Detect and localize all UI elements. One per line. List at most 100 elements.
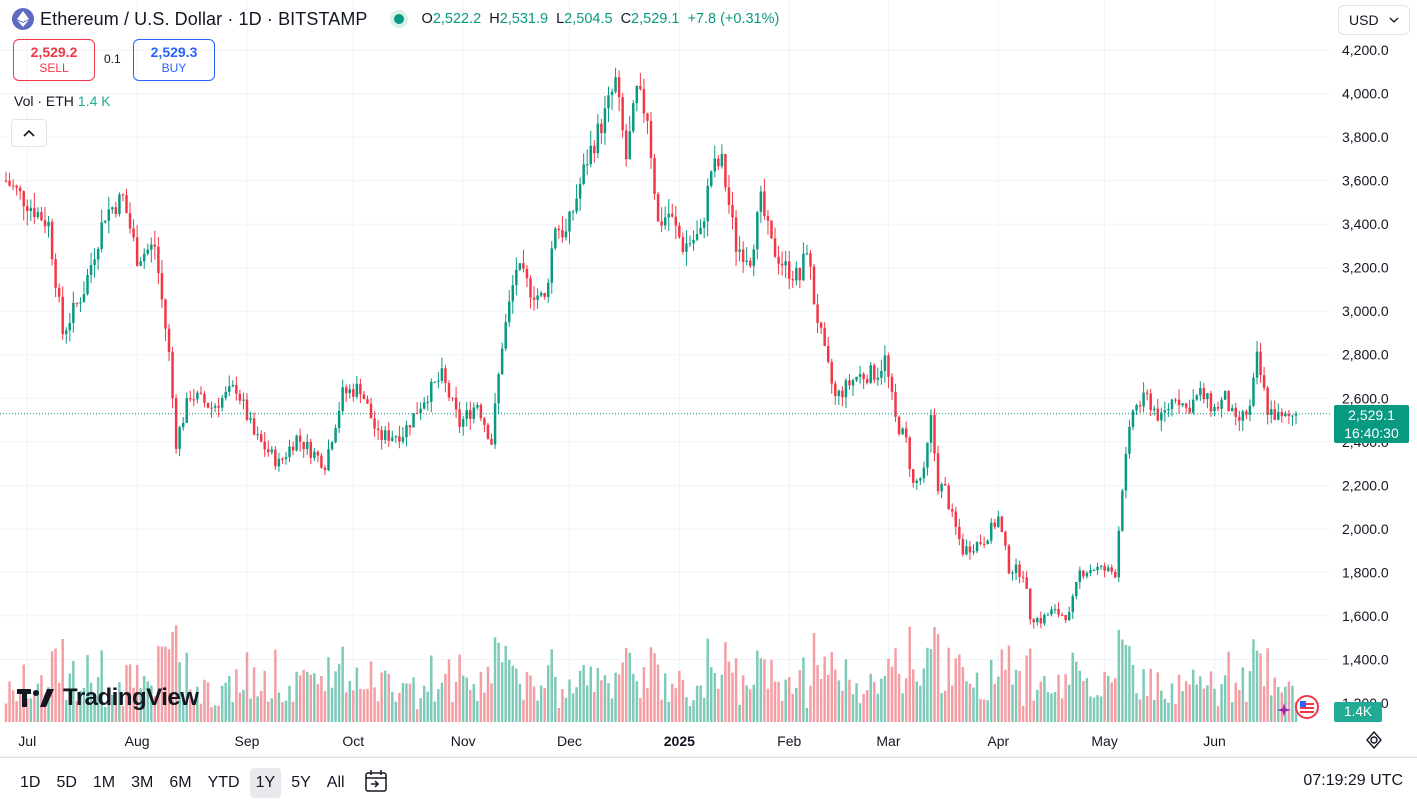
volume-bar (997, 676, 1000, 722)
currency-select[interactable]: USD (1338, 5, 1410, 35)
volume-bars (4, 625, 1298, 722)
candle (344, 384, 348, 403)
volume-bar (1287, 681, 1291, 722)
volume-bar (1117, 629, 1121, 722)
candle (975, 541, 979, 554)
volume-bar (242, 689, 245, 722)
candle (302, 441, 305, 458)
range-1m[interactable]: 1M (92, 774, 116, 791)
candle (29, 199, 33, 222)
candle (1245, 409, 1248, 420)
volume-bar (493, 637, 497, 722)
volume-bar (36, 683, 40, 722)
sell-button[interactable]: 2,529.2 SELL (13, 39, 95, 81)
candle (22, 190, 25, 221)
volume-bar (352, 690, 355, 722)
price-axis[interactable]: 4,200.0 4,000.0 3,800.0 3,600.0 3,400.0 3,200… (1330, 0, 1417, 757)
volume-bar (546, 665, 550, 722)
sparkle-icon[interactable] (1276, 702, 1292, 718)
volume-bar (717, 688, 720, 722)
volume-bar (274, 649, 277, 722)
range-5y[interactable]: 5Y (291, 774, 311, 791)
buy-button[interactable]: 2,529.3 BUY (133, 39, 215, 81)
candle (632, 100, 635, 134)
time-tick-label: Apr (987, 733, 1009, 749)
candle (284, 451, 288, 465)
volume-bar (699, 685, 702, 722)
volume-bar (1135, 693, 1138, 722)
range-ytd[interactable]: YTD (207, 774, 240, 791)
volume-bar (231, 702, 235, 722)
symbol-title[interactable]: Ethereum / U.S. Dollar · 1D · BITSTAMP (40, 8, 368, 29)
price-tick-label: 1,600.0 (1342, 608, 1389, 624)
range-3m[interactable]: 3M (131, 774, 154, 791)
market-status-icon[interactable] (393, 14, 404, 24)
candle (217, 397, 220, 418)
candle (724, 153, 727, 192)
volume-legend[interactable]: Vol · ETH 1.4 K (14, 93, 111, 109)
candle (504, 313, 507, 352)
candle (469, 401, 472, 430)
volume-bar (837, 680, 841, 722)
volume-bar (167, 649, 171, 722)
utc-clock[interactable]: 07:19:29 UTC (1303, 772, 1403, 789)
price-tick-label: 1,800.0 (1342, 564, 1389, 580)
candle (157, 237, 160, 285)
gear-icon[interactable] (1364, 730, 1384, 750)
volume-bar (33, 690, 36, 722)
range-1d[interactable]: 1D (20, 774, 41, 791)
volume-bar (805, 707, 809, 722)
volume-bar (1213, 688, 1216, 722)
candle (1121, 488, 1124, 532)
candle (929, 409, 933, 453)
volume-bar (47, 687, 50, 722)
price-chart[interactable]: 4,200.0 4,000.0 3,800.0 3,600.0 3,400.0 3,200… (0, 0, 1417, 757)
volume-bar (153, 696, 157, 722)
candle (904, 421, 908, 443)
range-5d[interactable]: 5D (56, 774, 77, 791)
collapse-legend-button[interactable] (11, 119, 47, 147)
candle (114, 201, 118, 218)
volume-bar (181, 700, 185, 722)
volume-bar (1092, 697, 1096, 722)
candle (986, 538, 989, 545)
volume-tag: 1.4K (1334, 702, 1382, 722)
volume-bar (164, 646, 167, 722)
candle (515, 257, 518, 296)
candle (1266, 385, 1269, 425)
candle (224, 386, 227, 401)
volume-bar (1064, 674, 1067, 722)
volume-bar (968, 683, 972, 722)
volume-bar (483, 692, 486, 722)
time-tick-label: Jun (1203, 733, 1226, 749)
candle (1099, 564, 1103, 570)
range-1y[interactable]: 1Y (249, 768, 282, 798)
volume-bar (330, 687, 334, 722)
candle (653, 154, 656, 200)
time-axis[interactable]: Jul Aug Sep Oct Nov Dec 2025 Feb Mar Apr May Jun (0, 733, 1417, 757)
candle (256, 426, 259, 440)
volume-bar (1181, 691, 1184, 722)
volume-bar (823, 656, 826, 722)
candle (525, 264, 529, 288)
candle (1153, 405, 1156, 416)
us-flag-icon[interactable] (1293, 694, 1321, 720)
tradingview-logo[interactable]: TradingView (17, 684, 199, 712)
volume-bar (674, 688, 678, 722)
ethereum-icon[interactable] (12, 8, 34, 30)
candle (1124, 446, 1128, 499)
candle (8, 172, 11, 187)
calendar-arrow-icon[interactable] (362, 767, 390, 795)
volume-bar (412, 677, 415, 722)
candle (1000, 515, 1004, 533)
range-6m[interactable]: 6M (169, 774, 192, 791)
candle (1223, 390, 1227, 400)
candle (858, 365, 862, 384)
volume-bar (433, 701, 437, 722)
volume-bar (1110, 682, 1113, 722)
candle (316, 450, 320, 463)
candle (834, 380, 837, 405)
candle (1145, 389, 1149, 401)
candle (206, 402, 210, 409)
range-all[interactable]: All (326, 774, 345, 791)
